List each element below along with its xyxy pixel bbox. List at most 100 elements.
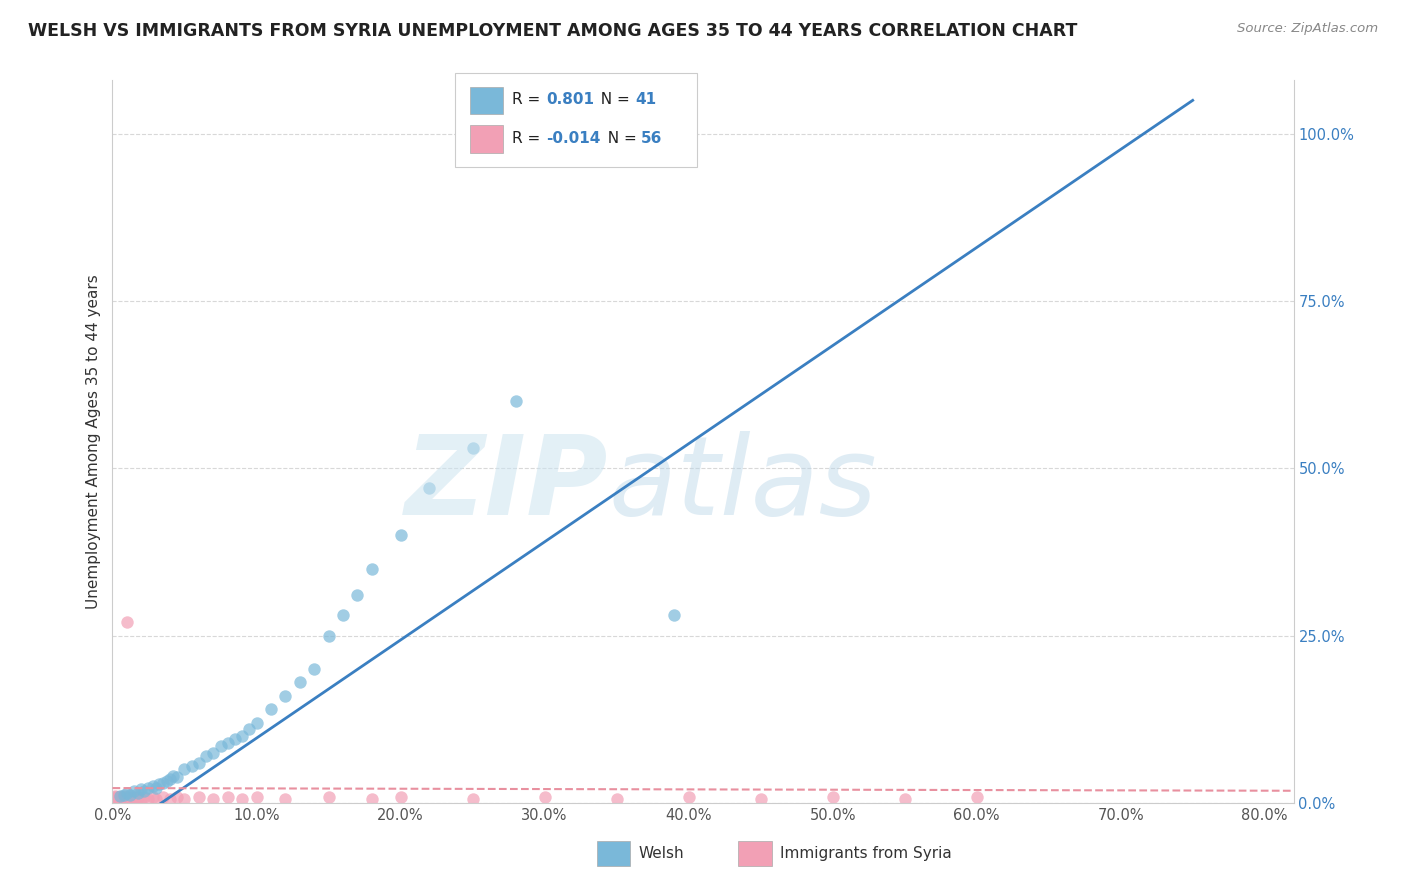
Point: [156, 774, 179, 789]
Point: [389, 528, 412, 542]
Point: [162, 769, 184, 783]
Point: [107, 790, 129, 805]
Point: [124, 790, 146, 805]
Point: [103, 792, 125, 806]
Point: [125, 792, 148, 806]
Point: [112, 790, 135, 805]
Point: [360, 792, 382, 806]
Point: [159, 792, 181, 806]
Point: [418, 482, 440, 496]
Text: N =: N =: [598, 130, 641, 145]
Point: [115, 615, 138, 630]
Point: [159, 772, 181, 787]
Point: [461, 792, 484, 806]
Point: [749, 792, 772, 806]
Point: [318, 628, 340, 642]
Text: WELSH VS IMMIGRANTS FROM SYRIA UNEMPLOYMENT AMONG AGES 35 TO 44 YEARS CORRELATIO: WELSH VS IMMIGRANTS FROM SYRIA UNEMPLOYM…: [28, 22, 1077, 40]
Point: [127, 790, 149, 805]
Point: [138, 781, 160, 796]
Text: R =: R =: [512, 92, 544, 107]
Point: [231, 729, 253, 743]
Text: 41: 41: [636, 92, 657, 107]
Point: [195, 749, 218, 764]
Point: [115, 792, 138, 806]
Point: [166, 771, 188, 785]
Point: [142, 790, 165, 805]
Point: [122, 792, 145, 806]
FancyBboxPatch shape: [471, 125, 503, 153]
Point: [180, 759, 202, 773]
Point: [166, 790, 188, 805]
Point: [260, 702, 283, 716]
Text: R =: R =: [512, 130, 544, 145]
Point: [111, 792, 134, 806]
Point: [505, 394, 527, 409]
Point: [142, 779, 165, 793]
Point: [145, 781, 167, 796]
Point: [112, 792, 135, 806]
Point: [274, 792, 297, 806]
Point: [110, 790, 132, 805]
Point: [360, 562, 382, 576]
Point: [245, 790, 267, 805]
Point: [966, 790, 988, 805]
Point: [134, 790, 156, 805]
Point: [231, 792, 253, 806]
Point: [664, 608, 686, 623]
Point: [108, 789, 131, 804]
Point: [129, 792, 152, 806]
Point: [121, 790, 143, 805]
Point: [114, 790, 136, 805]
Point: [117, 792, 139, 806]
Point: [115, 790, 138, 805]
Point: [107, 792, 129, 806]
Point: [288, 675, 311, 690]
Point: [108, 792, 131, 806]
Point: [187, 756, 209, 770]
Point: [318, 790, 340, 805]
Point: [678, 790, 700, 805]
Text: N =: N =: [591, 92, 634, 107]
FancyBboxPatch shape: [456, 73, 697, 167]
Point: [138, 792, 160, 806]
Point: [129, 782, 152, 797]
Point: [217, 790, 239, 805]
Point: [217, 735, 239, 749]
Text: Source: ZipAtlas.com: Source: ZipAtlas.com: [1237, 22, 1378, 36]
Point: [108, 790, 131, 805]
Point: [302, 662, 325, 676]
Point: [346, 589, 368, 603]
Point: [152, 790, 174, 805]
Point: [152, 776, 174, 790]
Point: [118, 790, 141, 805]
Point: [245, 715, 267, 730]
Text: -0.014: -0.014: [546, 130, 600, 145]
Point: [122, 784, 145, 798]
Point: [105, 792, 128, 806]
Point: [104, 792, 127, 806]
Text: Immigrants from Syria: Immigrants from Syria: [780, 846, 952, 861]
Point: [111, 790, 134, 805]
Point: [118, 788, 141, 802]
Point: [332, 608, 354, 623]
FancyBboxPatch shape: [471, 87, 503, 114]
Point: [821, 790, 844, 805]
Point: [187, 790, 209, 805]
Point: [209, 739, 232, 753]
Point: [115, 786, 138, 800]
Point: [105, 790, 128, 805]
Point: [110, 792, 132, 806]
Point: [533, 790, 555, 805]
Point: [103, 790, 125, 805]
Point: [274, 689, 297, 703]
Point: [104, 789, 127, 804]
Point: [173, 762, 195, 776]
Point: [101, 792, 124, 806]
FancyBboxPatch shape: [738, 841, 772, 866]
Text: Welsh: Welsh: [638, 846, 683, 861]
Point: [120, 792, 142, 806]
Point: [606, 792, 628, 806]
Point: [893, 792, 915, 806]
Text: 56: 56: [640, 130, 662, 145]
Text: atlas: atlas: [609, 432, 877, 539]
